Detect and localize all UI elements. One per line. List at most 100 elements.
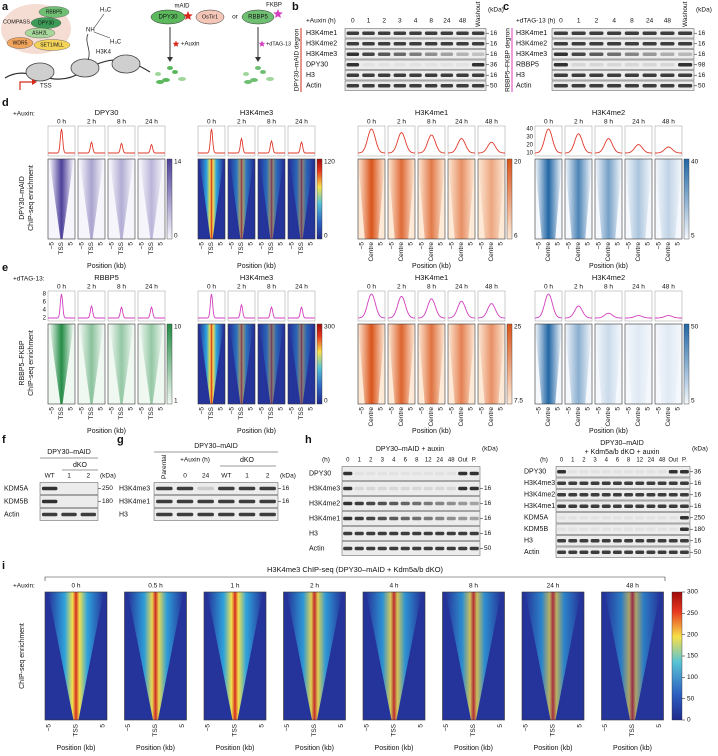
row-label: H3K4me2 bbox=[524, 492, 555, 499]
blot-band bbox=[197, 499, 214, 504]
blot-band bbox=[412, 516, 422, 521]
blot-band bbox=[400, 531, 410, 536]
x-tick-label: 5 bbox=[378, 407, 385, 411]
blot-band bbox=[354, 531, 364, 536]
colorbar-label: 50 bbox=[687, 695, 695, 702]
x-tick-label: TSS bbox=[152, 723, 159, 736]
blot-band bbox=[435, 546, 445, 551]
x-tick-label: −5 bbox=[523, 724, 530, 732]
x-tick-label: TSS bbox=[208, 406, 215, 419]
chem-label: H₃C bbox=[100, 8, 112, 14]
heatmap-frame bbox=[77, 323, 106, 405]
heatmap-frame bbox=[257, 323, 286, 405]
blot-band bbox=[668, 469, 678, 474]
kda-label: 16 bbox=[490, 51, 498, 58]
blot-band bbox=[657, 492, 667, 497]
blot-band bbox=[601, 550, 611, 555]
x-tick-label: 5 bbox=[179, 724, 186, 728]
blot-band bbox=[354, 546, 364, 551]
blot-band bbox=[657, 538, 667, 543]
profile-line bbox=[387, 132, 416, 154]
heatmap-signal bbox=[535, 159, 562, 239]
x-tick-label: TSS bbox=[238, 241, 245, 254]
blot-band bbox=[412, 486, 422, 491]
blot-band bbox=[678, 41, 693, 46]
blot-band bbox=[553, 31, 568, 36]
blot-band bbox=[624, 550, 634, 555]
blot-band bbox=[624, 504, 634, 509]
panel-letter: c bbox=[503, 1, 509, 13]
blot-band bbox=[642, 41, 657, 46]
profile-frame bbox=[47, 290, 76, 322]
degraded-fragment bbox=[260, 70, 266, 74]
heatmap-signal bbox=[478, 159, 505, 239]
x-tick-label: −5 bbox=[79, 242, 86, 250]
blot-band bbox=[557, 504, 567, 509]
blot-band bbox=[377, 471, 387, 476]
x-axis-label: Position (kb) bbox=[375, 745, 414, 752]
kda-label: 250 bbox=[694, 514, 705, 521]
blot-band bbox=[259, 486, 276, 491]
blot-band bbox=[660, 52, 675, 57]
blot-band bbox=[423, 501, 433, 506]
x-tick-label: 5 bbox=[308, 407, 315, 411]
blot-band bbox=[435, 501, 445, 506]
blot-band bbox=[590, 469, 600, 474]
heatmap-frame bbox=[287, 323, 316, 405]
blot-band bbox=[446, 516, 456, 521]
blot-band bbox=[624, 83, 639, 88]
profile-line bbox=[625, 144, 652, 154]
heatmap-frame bbox=[107, 323, 136, 405]
blot-band bbox=[343, 516, 353, 521]
row-label: Actin bbox=[309, 545, 325, 552]
x-tick-label: 5 bbox=[585, 407, 592, 411]
blot-band bbox=[354, 501, 364, 506]
blot-band bbox=[471, 73, 485, 78]
blot-title: + Kdm5a/b dKO + auxin bbox=[585, 449, 660, 456]
profile-line bbox=[478, 141, 505, 154]
panel-title: H3K4me3 ChIP-seq (DPY30–mAID + Kdm5a/b d… bbox=[267, 565, 444, 574]
protein bbox=[241, 9, 275, 25]
time-label: 48 h bbox=[662, 119, 675, 126]
heatmap-frame bbox=[387, 158, 416, 240]
lane-label: 8 bbox=[630, 18, 634, 25]
blot-band bbox=[446, 486, 456, 491]
lane-label: 24 bbox=[648, 458, 655, 464]
time-label: 48 h bbox=[485, 119, 498, 126]
blot-band bbox=[657, 527, 667, 532]
row-label: KDM5A bbox=[4, 485, 28, 492]
complex-label: COMPASS bbox=[3, 19, 30, 25]
heatmap-signal bbox=[358, 159, 385, 239]
blot-band bbox=[440, 31, 454, 36]
blot-band bbox=[571, 62, 586, 67]
colorbar bbox=[316, 323, 323, 405]
blot-strip bbox=[153, 508, 279, 521]
blot-band bbox=[646, 515, 656, 520]
blot-band bbox=[646, 469, 656, 474]
heatmap-signal bbox=[445, 592, 502, 720]
blot-band bbox=[601, 492, 611, 497]
blot-band bbox=[568, 492, 578, 497]
blot-band bbox=[590, 515, 600, 520]
x-tick-label: 5 bbox=[158, 242, 165, 246]
profile-frame bbox=[477, 290, 506, 322]
lane-label: 0 bbox=[183, 473, 187, 480]
blot-band bbox=[156, 512, 173, 517]
x-tick-label: Centre bbox=[458, 242, 465, 262]
heatmap-signal bbox=[229, 324, 254, 404]
blot-band bbox=[456, 52, 469, 57]
time-label: 0 h bbox=[367, 284, 376, 291]
x-axis-label: Position (kb) bbox=[412, 428, 451, 435]
blot-band bbox=[568, 515, 578, 520]
subunit-label: WDR5 bbox=[13, 40, 28, 46]
kda-label: 36 bbox=[490, 61, 498, 68]
time-label: 4 h bbox=[389, 583, 398, 590]
colorbar bbox=[683, 323, 690, 405]
x-tick-label: −5 bbox=[479, 407, 486, 415]
blot-band bbox=[362, 41, 375, 46]
colorbar-label: 0 bbox=[174, 233, 178, 240]
heatmap-frame bbox=[357, 323, 386, 405]
profile-line bbox=[138, 143, 165, 154]
blot-band bbox=[553, 83, 568, 88]
blot-band bbox=[424, 83, 438, 88]
